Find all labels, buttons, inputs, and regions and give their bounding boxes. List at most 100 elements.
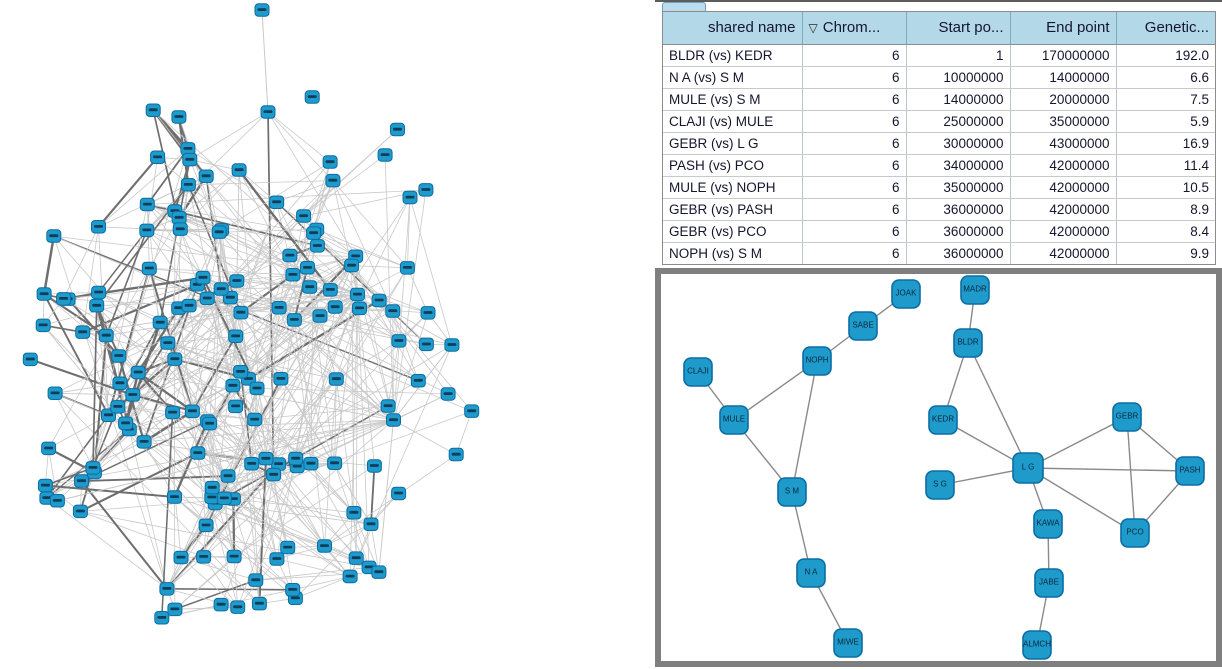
network-node[interactable] (204, 480, 220, 495)
network-edge[interactable] (370, 465, 376, 525)
node-shape[interactable] (1022, 630, 1052, 660)
table-cell[interactable]: PASH (vs) PCO (663, 154, 803, 177)
network-node[interactable] (288, 451, 304, 466)
network-edge[interactable] (138, 372, 394, 421)
network-edge[interactable] (254, 419, 325, 547)
network-edge[interactable] (209, 423, 325, 547)
network-node[interactable] (399, 261, 415, 275)
table-row[interactable]: BLDR (vs) KEDR 6 1 170000000 192.0 (663, 44, 1215, 67)
network-node[interactable] (282, 248, 298, 263)
table-cell[interactable]: 14000000 (906, 88, 1011, 111)
network-edge[interactable] (180, 475, 229, 558)
column-header-3[interactable]: End point (1010, 12, 1117, 45)
network-node[interactable] (231, 163, 247, 177)
network-edge[interactable] (236, 170, 240, 281)
network-edge[interactable] (265, 315, 321, 459)
network-edge[interactable] (203, 556, 239, 608)
network-edge[interactable] (98, 148, 189, 228)
network-edge[interactable] (42, 235, 56, 295)
network-edge[interactable] (303, 154, 386, 217)
network-edge[interactable] (409, 197, 453, 346)
table-cell[interactable]: 36000000 (906, 198, 1011, 221)
network-node[interactable] (172, 222, 188, 236)
network-node[interactable] (182, 152, 198, 167)
network-edge[interactable] (146, 157, 158, 231)
network-edge[interactable] (267, 111, 357, 257)
network-edge[interactable] (45, 484, 175, 499)
network-node[interactable] (271, 457, 287, 471)
network-edge[interactable] (273, 474, 294, 590)
network-node[interactable] (269, 195, 285, 209)
network-node[interactable] (37, 478, 53, 493)
network-node[interactable] (136, 435, 152, 449)
network-edge[interactable] (92, 204, 148, 468)
table-cell[interactable]: MULE (vs) NOPH (663, 176, 803, 199)
network-edge[interactable] (239, 371, 253, 464)
network-edge[interactable] (57, 419, 394, 502)
network-node[interactable] (386, 413, 401, 427)
network-edge[interactable] (240, 255, 356, 313)
subnetwork-node-MULE[interactable]: MULE (719, 405, 749, 435)
network-node[interactable] (327, 300, 343, 314)
network-edge[interactable] (125, 312, 242, 424)
network-node[interactable] (91, 285, 107, 300)
table-cell[interactable]: 43000000 (1010, 132, 1117, 155)
network-edge[interactable] (351, 265, 408, 269)
network-edge[interactable] (336, 378, 394, 421)
table-cell[interactable]: 16.9 (1116, 132, 1215, 155)
table-cell[interactable]: 6.6 (1116, 66, 1215, 89)
network-node[interactable] (198, 518, 214, 533)
network-edge[interactable] (334, 294, 358, 464)
network-edge[interactable] (267, 111, 331, 163)
network-edge[interactable] (167, 335, 236, 344)
table-tab[interactable] (662, 2, 706, 11)
node-shape[interactable] (1012, 452, 1044, 484)
network-edge[interactable] (324, 523, 372, 547)
network-edge[interactable] (197, 452, 278, 560)
table-cell[interactable]: 8.4 (1116, 220, 1215, 243)
subnetwork-node-PASH[interactable]: PASH (1175, 456, 1205, 486)
network-edge[interactable] (82, 331, 121, 384)
network-edge[interactable] (144, 419, 394, 443)
network-node[interactable] (286, 313, 302, 327)
network-edge[interactable] (393, 197, 411, 421)
table-cell[interactable]: MULE (vs) S M (663, 88, 803, 111)
network-node[interactable] (111, 349, 127, 363)
network-edge[interactable] (197, 452, 239, 608)
network-edge[interactable] (189, 159, 220, 233)
subnetwork-canvas[interactable]: JOAK SABE MADR BLDR NOPH CLAJI MULE KEDR GEBR L G… (661, 274, 1216, 661)
table-cell[interactable]: 20000000 (1010, 88, 1117, 111)
network-node[interactable] (269, 552, 285, 566)
network-node[interactable] (159, 582, 175, 596)
table-cell[interactable]: 25000000 (906, 110, 1011, 133)
network-node[interactable] (85, 461, 101, 475)
network-edge[interactable] (393, 393, 449, 421)
network-node[interactable] (304, 90, 320, 104)
network-edge[interactable] (254, 294, 358, 420)
network-node[interactable] (75, 325, 91, 339)
network-edge[interactable] (137, 371, 194, 413)
network-node[interactable] (195, 270, 211, 285)
node-shape[interactable] (1034, 568, 1064, 598)
network-edge[interactable] (107, 268, 151, 416)
network-edge[interactable] (334, 265, 352, 308)
network-node[interactable] (258, 451, 274, 466)
network-edge[interactable] (106, 294, 358, 336)
network-edge[interactable] (166, 315, 321, 589)
network-edge[interactable] (167, 184, 189, 344)
table-cell[interactable]: 7.5 (1116, 88, 1215, 111)
network-edge[interactable] (92, 358, 176, 469)
network-edge[interactable] (166, 463, 280, 590)
table-cell[interactable]: N A (vs) S M (663, 66, 803, 89)
table-cell[interactable]: 30000000 (906, 132, 1011, 155)
table-cell[interactable]: 34000000 (906, 154, 1011, 177)
table-row[interactable]: NOPH (vs) S M 6 36000000 42000000 9.9 (663, 242, 1215, 264)
network-edge[interactable] (295, 419, 394, 459)
network-edge[interactable] (137, 307, 180, 374)
table-cell[interactable]: 6 (802, 198, 907, 221)
network-node[interactable] (390, 122, 405, 137)
column-header-2[interactable]: Start po... (906, 12, 1011, 45)
node-shape[interactable] (1120, 518, 1150, 548)
subnetwork-node-ALMCH[interactable]: ALMCH (1022, 630, 1052, 660)
subnetwork-node-SABE[interactable]: SABE (848, 311, 878, 341)
